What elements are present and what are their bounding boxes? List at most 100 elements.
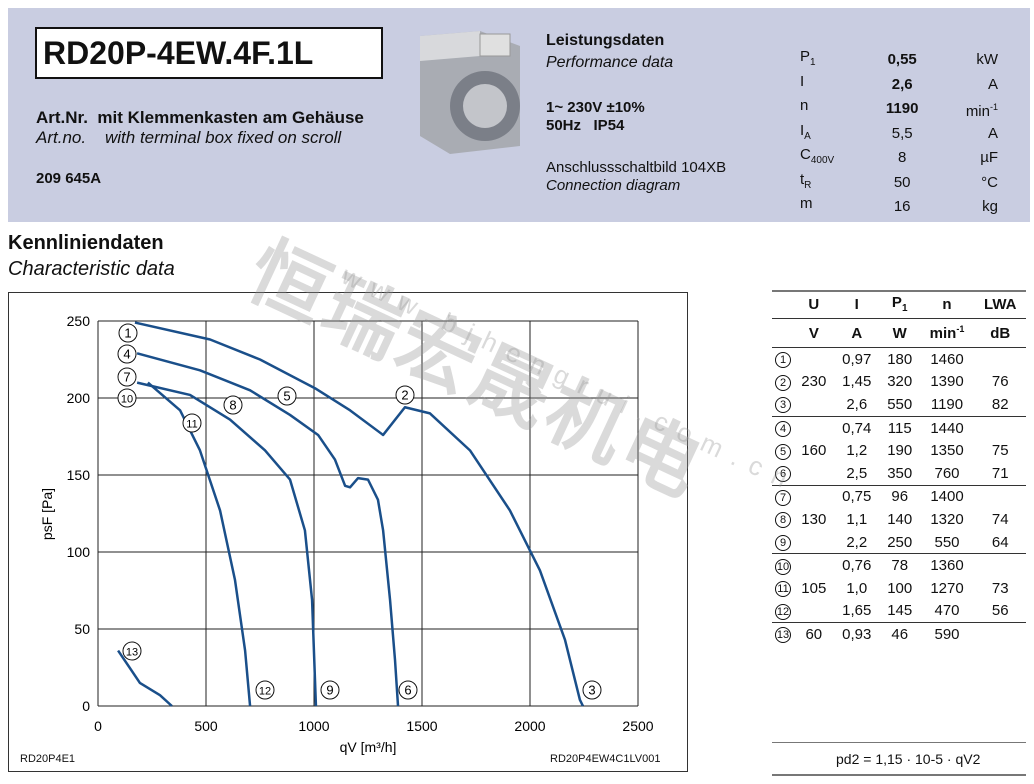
table-cell: 1360	[930, 557, 964, 575]
section-title-en: Characteristic data	[8, 258, 175, 280]
table-cell: 1270	[930, 579, 964, 597]
unit-cell: min-1	[929, 324, 965, 342]
table-cell: 71	[991, 464, 1009, 482]
table-row: 8 130 1,1 140 1320 74	[772, 508, 1026, 531]
y-tick-label: 100	[67, 544, 91, 560]
marker-label-2: 2	[401, 388, 408, 403]
table-cell: 56	[991, 602, 1009, 620]
table-cell: 190	[887, 442, 913, 460]
table-cell: 0,75	[842, 488, 872, 506]
curve-4-5-6	[136, 352, 400, 707]
table-cell: 760	[934, 464, 960, 482]
artnr-desc-en: with terminal box fixed on scroll	[105, 128, 342, 147]
marker-circle-10	[117, 388, 137, 408]
spec-symbol: C400V	[800, 146, 835, 166]
table-row: 10 0,76 78 1360	[772, 553, 1026, 577]
table-row: 4 0,74 115 1440	[772, 416, 1026, 439]
table-cell: 105	[801, 579, 827, 597]
formula-bottom-rule	[772, 774, 1026, 776]
marker-circle-11	[182, 413, 202, 433]
marker-label-11: 11	[186, 419, 197, 431]
y-tick-label: 200	[67, 390, 91, 406]
table-header: U I P1 n LWA	[772, 290, 1026, 319]
table-row: 1 0,97 180 1460	[772, 348, 1026, 371]
marker-label-10: 10	[121, 394, 133, 406]
spec-unit: kW	[976, 51, 998, 68]
marker-circle-13	[122, 641, 142, 661]
table-row: 11 105 1,0 100 1270 73	[772, 577, 1026, 600]
table-row: 13 60 0,93 46 590	[772, 622, 1026, 646]
table-cell: 2,6	[846, 395, 868, 413]
marker-circle-5	[277, 386, 297, 406]
table-cell: 130	[801, 510, 827, 528]
table-cell: 73	[991, 579, 1009, 597]
table-cell	[974, 348, 1026, 371]
spec-row: C400V 8 µF	[800, 146, 998, 171]
table-cell: 2,5	[846, 464, 868, 482]
table-cell: 1,0	[846, 579, 868, 597]
spec-value: 2,6	[891, 75, 913, 93]
table-cell: 1350	[930, 442, 964, 460]
marker-label-9: 9	[326, 683, 333, 698]
spec-symbol: IA	[800, 121, 811, 142]
table-cell: 320	[887, 373, 913, 391]
table-cell	[974, 416, 1026, 439]
table-row: 12 1,65 145 470 56	[772, 600, 1026, 623]
table-top-rule	[772, 290, 1026, 292]
table-cell: 180	[887, 350, 913, 368]
table-cell: 550	[934, 533, 960, 551]
table-cell	[794, 393, 834, 416]
marker-label-5: 5	[283, 389, 290, 404]
table-cell: 1400	[930, 488, 964, 506]
curve-10-11-12	[147, 381, 252, 707]
table-row: 9 2,2 250 550 64	[772, 531, 1026, 554]
spec-unit: A	[987, 75, 998, 93]
y-tick-label: 0	[82, 698, 90, 714]
table-cell: 250	[887, 533, 913, 551]
marker-circle-2	[395, 385, 415, 405]
spec-unit: kg	[982, 198, 998, 215]
row-number-circle: 6	[775, 466, 791, 483]
marker-circle-1	[118, 323, 138, 343]
table-cell: 350	[887, 464, 913, 482]
table-row: 5 160 1,2 190 1350 75	[772, 439, 1026, 462]
unit-cell: dB	[990, 324, 1011, 342]
table-row: 3 2,6 550 1190 82	[772, 393, 1026, 416]
table-cell: 590	[934, 625, 960, 643]
table-cell	[794, 554, 834, 577]
table-cell: 145	[887, 602, 913, 620]
table-cell: 0,76	[842, 557, 872, 575]
table-cell: 115	[887, 419, 912, 437]
x-axis-label: qV [m³/h]	[340, 739, 397, 755]
marker-label-3: 3	[588, 683, 595, 698]
table-cell	[794, 485, 834, 508]
spec-unit: A	[987, 124, 998, 142]
supply: 1~ 230V ±10%	[546, 99, 645, 116]
artnr-label-en: Art.no.	[36, 128, 87, 147]
table-cell: 60	[805, 625, 823, 643]
row-number-circle: 12	[775, 603, 791, 620]
spec-symbol: m	[800, 195, 813, 212]
marker-circle-8	[223, 395, 243, 415]
table-cell: 82	[991, 395, 1009, 413]
chart-code-left: RD20P4E1	[20, 753, 76, 765]
x-tick-label: 0	[94, 718, 102, 734]
spec-symbol: I	[800, 72, 805, 90]
marker-label-13: 13	[126, 647, 138, 659]
row-number-circle: 3	[775, 397, 791, 414]
table-cell: 75	[991, 442, 1009, 460]
formula: pd2 = 1,15 · 10-5 · qV2	[836, 751, 981, 767]
marker-label-12: 12	[259, 686, 271, 698]
table-cell: 1,1	[846, 510, 868, 528]
table-cell: 76	[991, 373, 1009, 391]
table-cell: 1,65	[842, 602, 872, 620]
curve-1-2-3	[134, 321, 585, 707]
spec-value: 0,55	[887, 51, 917, 68]
marker-label-8: 8	[229, 398, 236, 413]
marker-label-7: 7	[123, 370, 130, 385]
table-cell: 1320	[930, 510, 964, 528]
x-tick-label: 2500	[622, 718, 653, 734]
